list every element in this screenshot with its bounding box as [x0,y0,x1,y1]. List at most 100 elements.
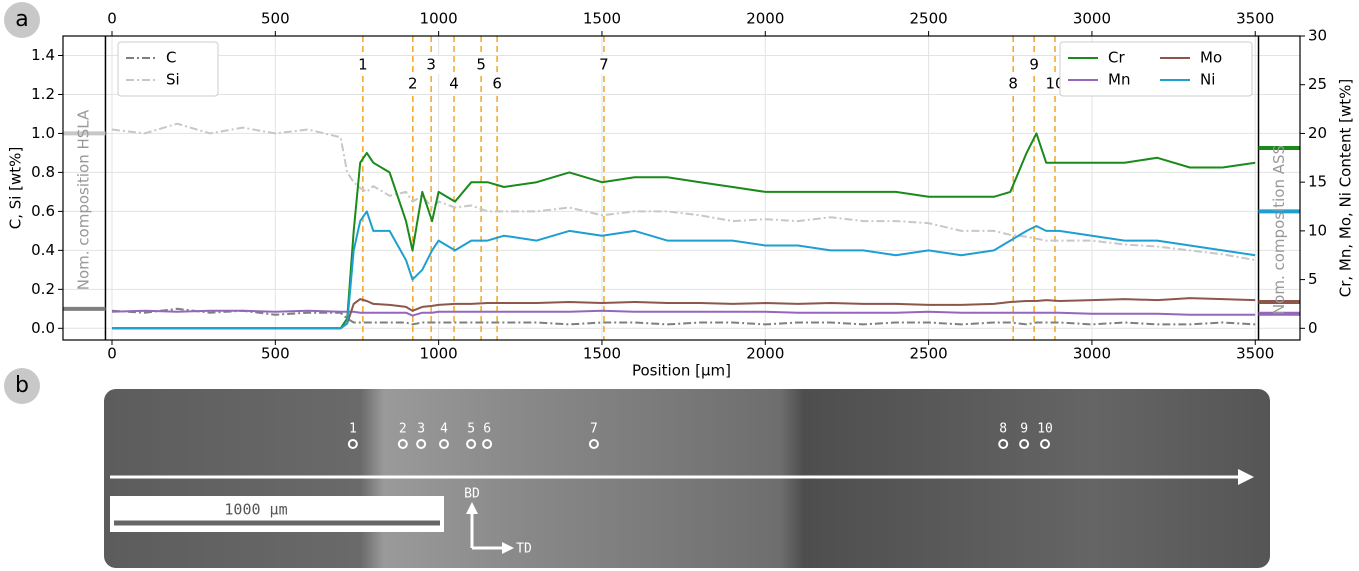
y-axis-label: C, Si [wt%] [7,147,25,230]
y-tick-label: 0.8 [31,163,55,181]
point-marker [438,439,449,449]
legend-label: Cr [1108,49,1125,67]
legend-label: Ni [1200,71,1215,89]
point-marker [1040,439,1051,449]
scale-box [110,496,444,532]
x-top-tick-label: 500 [261,10,290,28]
point-label: 10 [1037,422,1053,437]
point-label: 8 [999,422,1007,437]
y2-tick-label: 5 [1308,270,1318,288]
annotation-label: 1 [358,56,368,74]
x-tick-label: 2000 [746,345,784,363]
x-tick-label: 0 [107,345,117,363]
y2-tick-label: 20 [1308,124,1327,142]
annotation-bg [352,56,373,74]
y-tick-label: 0.0 [31,319,55,337]
annotation-bg [443,75,464,93]
point-label: 7 [590,422,598,437]
annotation-bg [487,75,508,93]
x-top-tick-label: 1500 [583,10,621,28]
y-tick-label: 1.4 [31,46,55,64]
annotation-label: 7 [599,56,609,74]
x-tick-label: 1000 [420,345,458,363]
annotation-bg [1003,75,1024,93]
legend-box [1059,41,1253,97]
x-tick-label: 2500 [910,345,948,363]
point-marker [466,439,477,449]
x-top-tick-label: 1000 [420,10,458,28]
legend-label: Mo [1200,49,1222,67]
panel-label: b [15,373,29,398]
series-line [112,132,1256,330]
panel-badge [4,2,40,38]
point-label: 2 [399,422,407,437]
series-line [111,309,1256,317]
y-tick-label: 1.2 [31,85,55,103]
x-tick-label: 500 [261,345,290,363]
arrow-head [502,542,514,554]
nominal-label: Nom. composition HSLA [75,109,93,290]
annotation-label: 3 [426,56,436,74]
micrograph: 1000 µm BD TD 1 2 3 4 5 6 7 8 9 10 [104,389,1270,568]
point-label: 4 [440,422,448,437]
x-top-tick-label: 3500 [1236,10,1274,28]
annotation-bg [471,56,492,74]
x-axis-label: Position [µm] [632,362,731,380]
y2-tick-label: 30 [1308,27,1327,45]
annotation-label: 6 [492,75,502,93]
y-tick-label: 0.6 [31,202,55,220]
x-top-tick-label: 2500 [910,10,948,28]
annotation-label: 2 [408,75,418,93]
annotation-bg [593,56,614,74]
series-line [112,210,1256,330]
annotation-bg [1024,56,1045,74]
point-marker [347,439,358,449]
y2-tick-label: 10 [1308,221,1327,239]
annotation-label: 4 [449,75,459,93]
x-top-tick-label: 2000 [746,10,784,28]
plot-frame [62,35,1301,341]
point-marker [1019,439,1030,449]
td-label: TD [516,542,532,557]
point-marker [482,439,493,449]
y2-tick-label: 25 [1308,75,1327,93]
series-line [111,122,1256,262]
point-label: 3 [417,422,425,437]
annotation-label: 8 [1008,75,1018,93]
x-tick-label: 3500 [1236,345,1274,363]
point-marker [416,439,427,449]
point-marker [998,439,1009,449]
y2-tick-label: 15 [1308,173,1327,191]
point-marker [397,439,408,449]
legend-label: Si [166,71,180,89]
point-label: 6 [483,422,491,437]
y-tick-label: 0.4 [31,241,55,259]
y-tick-label: 1.0 [31,124,55,142]
panel-badge [4,368,40,404]
point-label: 5 [467,422,475,437]
annotation-label: 9 [1029,56,1039,74]
y2-tick-label: 0 [1308,319,1318,337]
y2-axis-label: Cr, Mn, Mo, Ni Content [wt%] [1337,79,1355,298]
x-tick-label: 3000 [1073,345,1111,363]
legend-label: Mn [1108,71,1130,89]
nominal-label: Nom. composition ASS [1270,145,1288,315]
plot: 0050050010001000150015002000200025002500… [7,10,1355,380]
arrow-head [1238,469,1254,485]
x-tick-label: 1500 [583,345,621,363]
bd-label: BD [464,487,480,502]
annotation-label: 5 [476,56,486,74]
legend-box [117,41,219,97]
annotation-bg [402,75,423,93]
panel-label: a [15,7,28,32]
y-tick-label: 0.2 [31,280,55,298]
x-top-tick-label: 0 [107,10,117,28]
arrow-head [466,502,478,514]
scale-label: 1000 µm [224,501,287,519]
point-label: 1 [349,422,357,437]
x-top-tick-label: 3000 [1073,10,1111,28]
legend-label: C [166,49,176,67]
point-label: 9 [1020,422,1028,437]
